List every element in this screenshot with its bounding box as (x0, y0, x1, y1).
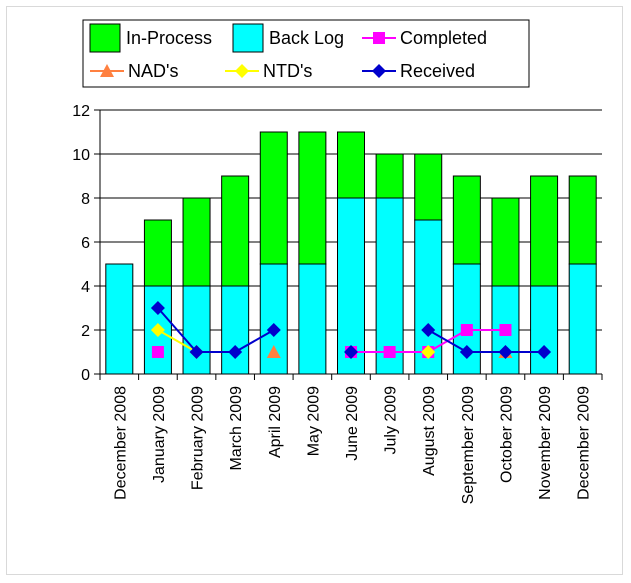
point-completed (460, 324, 473, 336)
y-tick-label: 2 (81, 323, 90, 340)
bar-in-process (143, 219, 172, 287)
x-tick-label: August 2009 (421, 386, 438, 476)
x-tick-label: September 2009 (460, 386, 477, 504)
bar-in-process (221, 175, 250, 287)
x-tick-label: May 2009 (305, 386, 322, 456)
point-completed (499, 324, 512, 336)
legend-marker-completed (373, 32, 385, 44)
line-received (157, 307, 275, 353)
y-tick-labels: 0 2 4 6 8 10 12 (72, 103, 90, 384)
legend-box (82, 19, 530, 88)
x-tick-label: October 2009 (498, 386, 515, 483)
legend-marker-received (372, 64, 386, 78)
point-completed (383, 346, 396, 358)
point-received (498, 345, 513, 359)
point-nad-s (266, 345, 281, 358)
bar-in-process (452, 175, 481, 265)
point-received (189, 345, 204, 359)
point-completed (151, 346, 164, 358)
bar-back-log (298, 263, 327, 375)
y-tick-label: 8 (81, 191, 90, 208)
legend: In-Process Back Log Completed NAD's NTD's Rec… (82, 19, 530, 88)
bar-back-log (375, 197, 404, 375)
point-received (150, 301, 165, 315)
bar-in-process (530, 175, 559, 287)
bar-back-log (530, 285, 559, 375)
legend-swatch-in-process (89, 23, 121, 53)
x-tick-label: December 2009 (576, 386, 593, 500)
y-tick-label: 10 (72, 147, 90, 164)
line-series (150, 301, 552, 359)
bar-back-log (337, 197, 365, 375)
bar-in-process (182, 197, 211, 287)
bar-back-log (105, 263, 134, 375)
point-ntd-s (421, 345, 436, 359)
bar-in-process (337, 131, 365, 199)
legend-marker-nad-s (100, 64, 114, 77)
bar-in-process (298, 131, 327, 265)
line-received (427, 329, 545, 353)
point-ntd-s (150, 323, 165, 337)
legend-label-completed: Completed (400, 28, 487, 48)
x-tick-label: January 2009 (151, 386, 168, 483)
bar-in-process (375, 153, 404, 199)
legend-label-nad-s: NAD's (128, 61, 178, 81)
bars (105, 131, 597, 375)
legend-label-back-log: Back Log (269, 28, 344, 48)
bar-in-process (491, 197, 520, 287)
axes (94, 109, 603, 380)
point-received (344, 345, 358, 359)
legend-swatch-back-log (232, 23, 264, 53)
point-received (459, 345, 474, 359)
bar-in-process (568, 175, 597, 265)
x-tick-label: November 2009 (537, 386, 554, 500)
x-tick-label: June 2009 (344, 386, 361, 461)
x-tick-label: December 2008 (112, 386, 129, 500)
x-tick-label: March 2009 (228, 386, 245, 471)
bar-back-log (182, 285, 211, 375)
point-received (537, 345, 552, 359)
x-tick-label: April 2009 (267, 386, 284, 458)
point-received (228, 345, 243, 359)
point-received (421, 323, 436, 337)
y-tick-label: 0 (81, 367, 90, 384)
legend-label-ntd-s: NTD's (263, 61, 312, 81)
y-tick-label: 6 (81, 235, 90, 252)
y-tick-label: 12 (72, 103, 90, 120)
y-tick-label: 4 (81, 279, 90, 296)
point-received (266, 323, 281, 337)
legend-marker-ntd-s (235, 64, 249, 78)
x-tick-labels: December 2008 January 2009 February 2009 Ma… (112, 386, 592, 504)
bar-back-log (568, 263, 597, 375)
legend-label-in-process: In-Process (126, 28, 212, 48)
line-ntd-s (157, 329, 198, 353)
legend-label-received: Received (400, 61, 475, 81)
x-tick-label: July 2009 (383, 386, 400, 455)
x-tick-label: February 2009 (190, 386, 207, 490)
bar-back-log (221, 285, 250, 375)
bar-in-process (259, 131, 288, 265)
bar-in-process (414, 153, 443, 221)
